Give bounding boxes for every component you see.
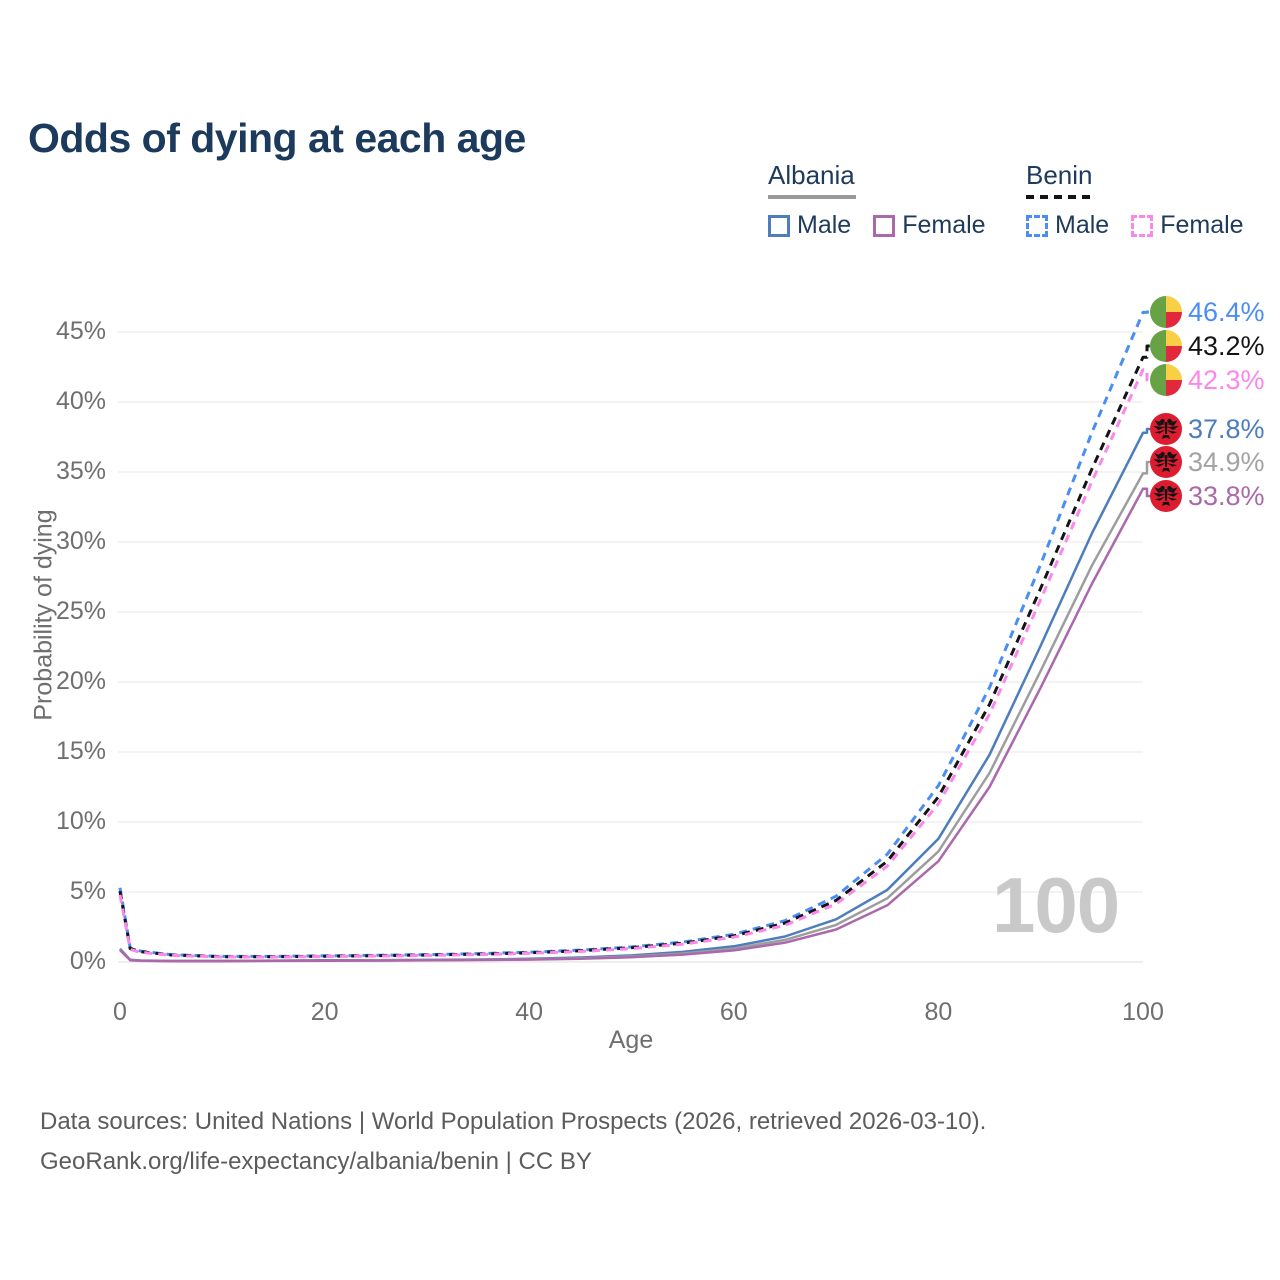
x-tick-label: 100	[1122, 998, 1164, 1026]
y-tick-label: 15%	[55, 737, 106, 765]
x-tick-label: 60	[719, 998, 748, 1026]
series-line-albania-female[interactable]	[119, 487, 1152, 963]
series-line-benin-male[interactable]	[118, 310, 1152, 958]
albania-flag-icon	[1150, 446, 1182, 478]
legend-country-albania: Albania	[768, 160, 855, 190]
benin-male-swatch-icon	[1026, 214, 1048, 237]
x-tick-label: 40	[515, 998, 544, 1026]
legend-label: Female	[902, 211, 986, 239]
data-source-text: Data sources: United Nations | World Pop…	[40, 1108, 987, 1135]
legend-item-albania-female[interactable]: Female	[873, 211, 986, 240]
end-label-value: 34.9%	[1188, 446, 1265, 477]
x-tick-label: 80	[924, 998, 953, 1026]
albania-solid-line-swatch	[768, 195, 856, 199]
legend-item-benin-female[interactable]: Female	[1131, 211, 1244, 240]
legend-label: Male	[797, 211, 852, 239]
legend-group-albania: Albania Male Female	[768, 160, 986, 240]
y-tick-label: 30%	[55, 527, 106, 555]
benin-female-swatch-icon	[1131, 214, 1154, 237]
end-label-value: 37.8%	[1188, 413, 1265, 444]
y-tick-label: 5%	[69, 877, 106, 905]
x-tick-label: 20	[310, 998, 339, 1026]
x-axis-title: Age	[608, 1026, 654, 1054]
end-label-value: 33.8%	[1188, 480, 1265, 511]
legend-item-benin-male[interactable]: Male	[1026, 211, 1109, 240]
y-tick-label: 35%	[55, 457, 106, 485]
y-tick-label: 40%	[55, 387, 106, 415]
y-tick-label: 45%	[55, 317, 106, 345]
legend-country-benin: Benin	[1026, 160, 1093, 190]
end-label-albania-female: 33.8%	[1150, 480, 1265, 512]
attribution-link-text[interactable]: GeoRank.org/life-expectancy/albania/beni…	[40, 1148, 592, 1175]
legend-group-benin: Benin Male Female	[1026, 160, 1244, 240]
albania-female-swatch-icon	[873, 214, 896, 237]
series-line-benin-female[interactable]	[118, 368, 1152, 959]
end-label-benin-both: 43.2%	[1150, 330, 1265, 362]
end-label-albania-male: 37.8%	[1150, 413, 1265, 445]
y-tick-label: 10%	[55, 807, 106, 835]
page-title: Odds of dying at each age	[28, 115, 526, 162]
end-label-value: 42.3%	[1188, 364, 1265, 395]
albania-male-swatch-icon	[768, 214, 790, 237]
legend-label: Male	[1055, 211, 1110, 239]
end-label-value: 43.2%	[1188, 330, 1265, 361]
benin-dashed-line-swatch	[1026, 195, 1092, 199]
x-tick-label: 0	[113, 998, 127, 1026]
end-label-benin-male: 46.4%	[1150, 296, 1265, 328]
y-tick-label: 25%	[55, 597, 106, 625]
legend-item-albania-male[interactable]: Male	[768, 211, 851, 240]
albania-flag-icon	[1150, 413, 1182, 445]
end-label-value: 46.4%	[1188, 296, 1265, 327]
y-tick-label: 0%	[69, 947, 106, 975]
end-label-benin-female: 42.3%	[1150, 364, 1265, 396]
legend-label: Female	[1160, 211, 1244, 239]
y-tick-label: 20%	[55, 667, 106, 695]
age-watermark: 100	[992, 861, 1120, 949]
end-label-albania-both: 34.9%	[1150, 446, 1265, 478]
albania-flag-icon	[1150, 480, 1182, 512]
benin-flag-icon	[1150, 364, 1182, 396]
benin-flag-icon	[1150, 330, 1182, 362]
benin-flag-icon	[1150, 296, 1182, 328]
